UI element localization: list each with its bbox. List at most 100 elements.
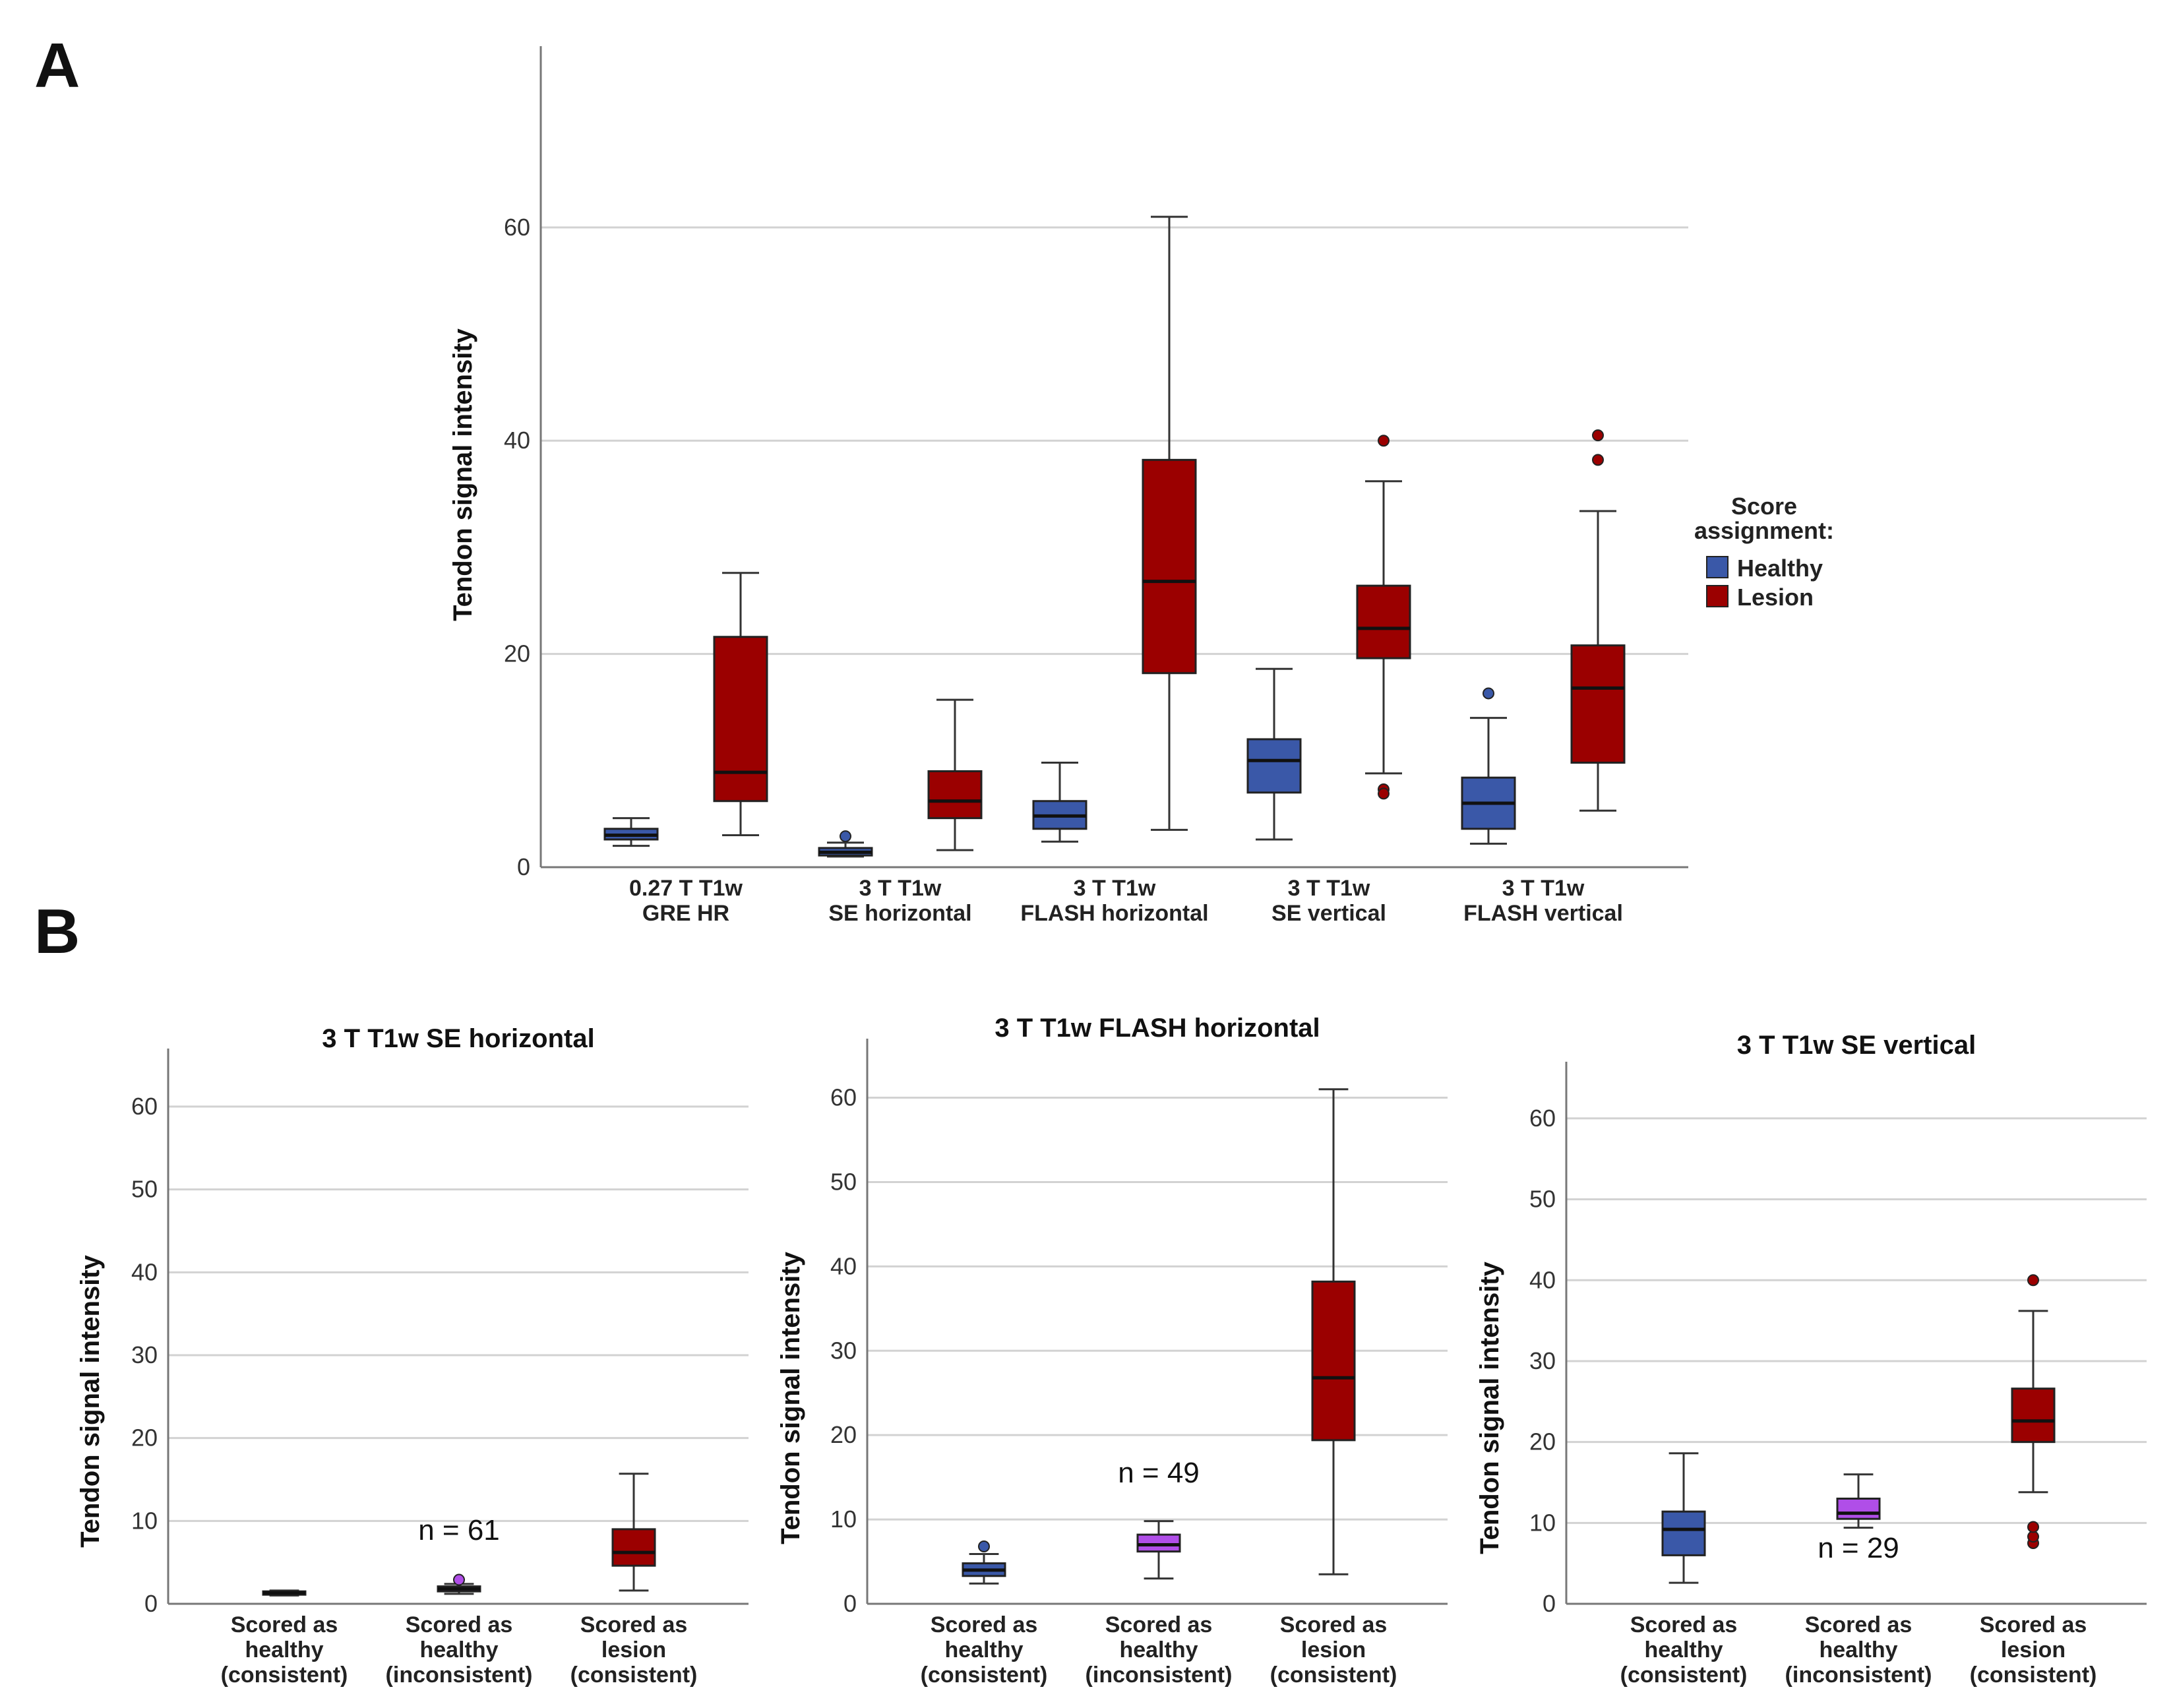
- y-tick-label: 0: [517, 853, 530, 880]
- outlier-point: [1378, 787, 1390, 800]
- y-tick-label: 10: [1529, 1509, 1556, 1536]
- x-tick-label: 0.27 T T1w: [629, 876, 743, 901]
- x-tick-label: 3 T T1w: [1502, 876, 1585, 901]
- y-tick-label: 20: [830, 1421, 857, 1448]
- chart-flash-horizontal: 0 10 20 30 40 50 60 Tendon signal intensity 3 T …: [776, 1014, 1448, 1688]
- y-tick-label: 60: [830, 1084, 857, 1111]
- x-tick-label: Scored as: [931, 1612, 1038, 1637]
- x-tick-label: Scored as: [580, 1612, 688, 1637]
- sample-size-annotation: n = 29: [1818, 1532, 1899, 1564]
- legend-title-line1: Score: [1731, 493, 1797, 520]
- x-tick-label: (consistent): [921, 1662, 1048, 1688]
- outlier-point: [1483, 687, 1494, 700]
- y-tick-label: 10: [830, 1506, 857, 1533]
- x-tick-label: lesion: [601, 1637, 666, 1662]
- box: [1311, 1280, 1356, 1442]
- box: [611, 1528, 656, 1567]
- x-tick-label: 3 T T1w: [1074, 876, 1156, 901]
- legend-label-healthy: Healthy: [1737, 555, 1823, 582]
- box: [927, 770, 983, 820]
- y-tick-label: 30: [1529, 1347, 1556, 1374]
- outlier-point: [840, 830, 851, 843]
- y-axis-label: Tendon signal intensity: [1475, 1261, 1504, 1554]
- y-tick-label: 30: [131, 1341, 158, 1368]
- y-tick-label: 10: [131, 1507, 158, 1534]
- x-tick-label: 3 T T1w: [859, 876, 942, 901]
- box: [713, 636, 768, 803]
- x-tick-label: lesion: [1301, 1637, 1366, 1662]
- y-tick-label: 20: [1529, 1428, 1556, 1455]
- box: [1836, 1498, 1881, 1520]
- legend-title-line2: assignment:: [1694, 517, 1834, 544]
- y-tick-label: 0: [1543, 1590, 1556, 1617]
- legend-swatch-healthy: [1706, 556, 1729, 578]
- chart-title: 3 T T1w SE vertical: [1737, 1031, 1976, 1060]
- y-axis-label: Tendon signal intensity: [776, 1251, 805, 1544]
- box: [1246, 738, 1302, 794]
- y-tick-label: 40: [504, 427, 530, 454]
- chart-se-vertical: 0 10 20 30 40 50 60 Tendon signal intensity 3 T …: [1475, 1031, 2147, 1688]
- box: [1570, 644, 1626, 764]
- x-tick-label: healthy: [1819, 1637, 1897, 1662]
- x-tick-label: GRE HR: [642, 901, 729, 926]
- y-tick-label: 20: [131, 1424, 158, 1451]
- legend-label-lesion: Lesion: [1737, 584, 1814, 611]
- x-tick-label: Scored as: [231, 1612, 338, 1637]
- y-tick-label: 40: [830, 1252, 857, 1279]
- y-axis-label: Tendon signal intensity: [448, 328, 477, 621]
- x-tick-label: (inconsistent): [1086, 1662, 1233, 1688]
- box: [1356, 584, 1411, 659]
- sample-size-annotation: n = 49: [1118, 1457, 1200, 1489]
- y-tick-label: 40: [131, 1258, 158, 1285]
- x-tick-label: SE vertical: [1271, 901, 1386, 926]
- x-tick-label: (inconsistent): [1785, 1662, 1932, 1688]
- x-tick-label: (consistent): [1270, 1662, 1397, 1688]
- outlier-point: [1592, 429, 1604, 442]
- outlier-point: [2027, 1531, 2039, 1543]
- chart-panel-a: 0 20 40 60 Tendon signal intensity 0.27 T T1w…: [448, 46, 1688, 926]
- x-tick-label: Scored as: [1630, 1612, 1738, 1637]
- panel-letter-b: B: [34, 896, 80, 967]
- outlier-point: [978, 1540, 990, 1553]
- x-tick-label: Scored as: [1105, 1612, 1213, 1637]
- x-tick-label: Scored as: [406, 1612, 513, 1637]
- x-tick-label: (consistent): [570, 1662, 698, 1688]
- x-tick-label: Scored as: [1980, 1612, 2087, 1637]
- x-tick-label: (consistent): [221, 1662, 348, 1688]
- y-tick-label: 40: [1529, 1266, 1556, 1293]
- x-tick-label: Scored as: [1805, 1612, 1913, 1637]
- x-tick-label: (consistent): [1970, 1662, 2097, 1688]
- outlier-point: [2027, 1274, 2039, 1287]
- x-tick-label: 3 T T1w: [1288, 876, 1370, 901]
- x-tick-label: (inconsistent): [386, 1662, 533, 1688]
- x-tick-label: healthy: [1119, 1637, 1198, 1662]
- chart-se-horizontal: 0 10 20 30 40 50 60 Tendon signal intensity 3 T …: [76, 1024, 749, 1688]
- y-tick-label: 60: [1529, 1105, 1556, 1132]
- y-axis-label: Tendon signal intensity: [76, 1254, 105, 1547]
- box: [1142, 458, 1197, 675]
- x-tick-label: SE horizontal: [828, 901, 971, 926]
- y-tick-label: 0: [144, 1590, 158, 1617]
- y-tick-label: 60: [131, 1093, 158, 1120]
- y-tick-label: 30: [830, 1337, 857, 1364]
- x-tick-label: healthy: [419, 1637, 498, 1662]
- box: [1661, 1510, 1706, 1556]
- outlier-point: [453, 1573, 465, 1586]
- x-tick-label: healthy: [944, 1637, 1023, 1662]
- outlier-point: [1378, 435, 1390, 447]
- box: [2011, 1388, 2056, 1444]
- x-tick-label: lesion: [2001, 1637, 2066, 1662]
- y-tick-label: 50: [830, 1168, 857, 1195]
- x-tick-label: healthy: [1644, 1637, 1723, 1662]
- box: [1136, 1533, 1181, 1553]
- y-tick-label: 20: [504, 640, 530, 667]
- y-tick-label: 50: [131, 1176, 158, 1203]
- chart-title: 3 T T1w SE horizontal: [322, 1024, 594, 1053]
- x-tick-label: Scored as: [1280, 1612, 1388, 1637]
- x-tick-label: (consistent): [1620, 1662, 1748, 1688]
- outlier-point: [2027, 1521, 2039, 1533]
- y-tick-label: 0: [843, 1590, 857, 1617]
- x-tick-label: FLASH vertical: [1463, 901, 1623, 926]
- x-tick-label: FLASH horizontal: [1020, 901, 1208, 926]
